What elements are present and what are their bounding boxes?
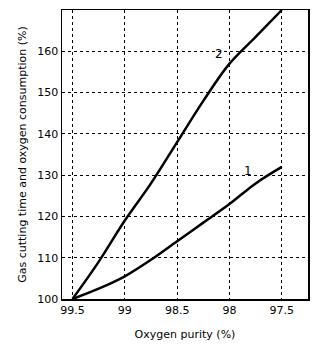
- svg-text:99.5: 99.5: [60, 304, 85, 317]
- svg-text:120: 120: [37, 210, 58, 223]
- svg-text:2: 2: [215, 47, 223, 61]
- svg-text:130: 130: [37, 169, 58, 182]
- svg-text:Gas cutting time and oxygen co: Gas cutting time and oxygen consumption …: [16, 26, 29, 283]
- svg-text:99: 99: [118, 304, 132, 317]
- svg-text:140: 140: [37, 128, 58, 141]
- svg-text:97.5: 97.5: [270, 304, 295, 317]
- svg-text:98: 98: [222, 304, 236, 317]
- svg-text:110: 110: [37, 252, 58, 265]
- svg-text:100: 100: [37, 293, 58, 306]
- svg-text:98.5: 98.5: [165, 304, 190, 317]
- svg-text:Oxygen purity (%): Oxygen purity (%): [135, 328, 236, 341]
- svg-text:160: 160: [37, 45, 58, 58]
- svg-text:1: 1: [244, 164, 252, 178]
- svg-text:150: 150: [37, 86, 58, 99]
